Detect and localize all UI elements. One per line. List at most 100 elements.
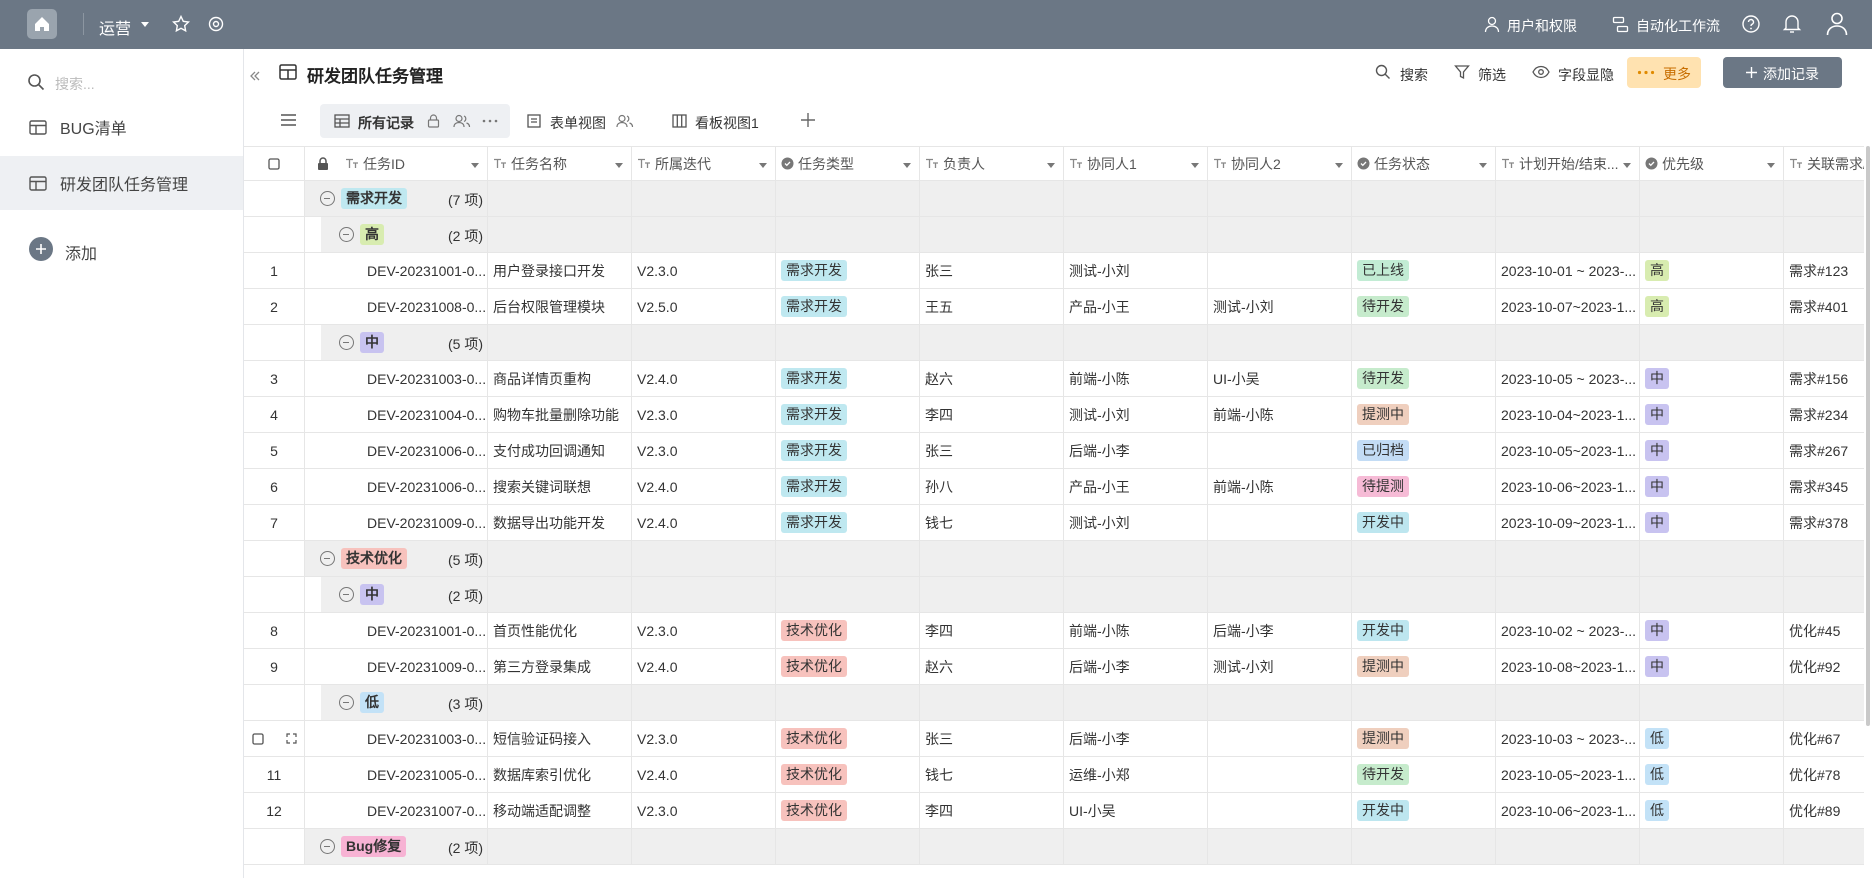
row-number-cell: 9 <box>244 649 305 684</box>
header-cell[interactable]: 优先级 <box>1640 147 1784 180</box>
star-icon[interactable] <box>172 15 190 33</box>
row-number-cell: 12 <box>244 793 305 828</box>
column-menu[interactable] <box>903 163 911 168</box>
home-button[interactable] <box>27 9 57 39</box>
group-label: 低 <box>360 692 384 713</box>
cell <box>1064 577 1208 612</box>
help-icon[interactable] <box>1741 14 1761 34</box>
column-menu[interactable] <box>1479 163 1487 168</box>
header-cell[interactable]: 计划开始/结束... <box>1496 147 1640 180</box>
cell: 已上线 <box>1352 253 1496 288</box>
add-record-label[interactable]: 添加记录 <box>1763 66 1819 82</box>
header-cell[interactable]: 协同人2 <box>1208 147 1352 180</box>
view-tab[interactable]: 所有记录 <box>320 104 510 138</box>
record-row[interactable]: 11 DEV-20231005-0... 数据库索引优化 V2.4.0 技术优化 钱七 运维… <box>244 757 1864 793</box>
collapse-toggle[interactable] <box>339 227 354 242</box>
column-menu[interactable] <box>615 163 623 168</box>
group-row: 技术优化 (5 项) <box>244 541 1864 577</box>
more-button[interactable]: 更多 <box>1627 57 1701 88</box>
cell-text: 产品-小王 <box>1069 298 1130 315</box>
collapse-toggle[interactable] <box>339 587 354 602</box>
settings-icon[interactable] <box>207 15 225 33</box>
cell: 搜索关键词联想 <box>488 469 632 504</box>
record-row[interactable]: 5 DEV-20231006-0... 支付成功回调通知 V2.3.0 需求开发 张三 后端… <box>244 433 1864 469</box>
user-icon[interactable] <box>1825 11 1849 36</box>
row-number-cell: 1 <box>244 253 305 288</box>
view-tab-label[interactable]: 看板视图1 <box>695 115 759 131</box>
cell: 技术优化 <box>776 793 920 828</box>
column-menu[interactable] <box>1767 163 1775 168</box>
toolbar-action[interactable]: 字段显隐 <box>1558 67 1614 83</box>
record-row[interactable]: DEV-20231003-0... 短信验证码接入 V2.3.0 技术优化 张三 后端-小… <box>244 721 1864 757</box>
header-cell[interactable]: 任务名称 <box>488 147 632 180</box>
header-cell[interactable]: 任务状态 <box>1352 147 1496 180</box>
top-link[interactable]: 自动化工作流 <box>1636 18 1720 34</box>
tag: 需求开发 <box>781 296 847 317</box>
cell <box>488 829 632 864</box>
record-row[interactable]: 4 DEV-20231004-0... 购物车批量删除功能 V2.3.0 需求开发 李四 测… <box>244 397 1864 433</box>
cell <box>1784 685 1864 720</box>
record-row[interactable]: 9 DEV-20231009-0... 第三方登录集成 V2.4.0 技术优化 赵六 后端-… <box>244 649 1864 685</box>
view-tab[interactable]: 看板视图1 <box>670 104 780 138</box>
cell: DEV-20231001-0... <box>305 253 488 288</box>
record-row[interactable]: 6 DEV-20231006-0... 搜索关键词联想 V2.4.0 需求开发 孙八 产品-… <box>244 469 1864 505</box>
add-record-button[interactable]: 添加记录 <box>1723 57 1842 88</box>
view-tab-label[interactable]: 表单视图 <box>550 115 606 131</box>
sidebar-item-label[interactable]: 研发团队任务管理 <box>60 177 189 194</box>
add-view-button[interactable] <box>800 112 816 128</box>
column-menu[interactable] <box>1335 163 1343 168</box>
header-cell[interactable]: 任务ID <box>305 147 488 180</box>
header-cell[interactable]: 所属迭代 <box>632 147 776 180</box>
group-cell: Bug修复 (2 项) <box>305 829 488 864</box>
record-row[interactable]: 2 DEV-20231008-0... 后台权限管理模块 V2.5.0 需求开发 王五 产品… <box>244 289 1864 325</box>
add-label[interactable]: 添加 <box>65 246 98 263</box>
cell: 2023-10-09~2023-1... <box>1496 505 1640 540</box>
workspace-name[interactable]: 运营 <box>99 21 132 38</box>
record-row[interactable]: 12 DEV-20231007-0... 移动端适配调整 V2.3.0 技术优化 李四 UI… <box>244 793 1864 829</box>
more-label[interactable]: 更多 <box>1663 66 1691 82</box>
cell-text: 李四 <box>925 622 953 639</box>
record-row[interactable]: 3 DEV-20231003-0... 商品详情页重构 V2.4.0 需求开发 赵六 前端-… <box>244 361 1864 397</box>
view-tab[interactable]: 表单视图 <box>525 104 645 138</box>
toolbar-action[interactable]: 筛选 <box>1478 67 1506 83</box>
menu-icon[interactable] <box>280 113 297 127</box>
sidebar-item-label[interactable]: BUG清单 <box>60 121 127 138</box>
top-link[interactable]: 用户和权限 <box>1507 18 1577 34</box>
collapse-toggle[interactable] <box>320 191 335 206</box>
sidebar-item[interactable]: 研发团队任务管理 <box>0 156 243 210</box>
sidebar-item[interactable]: BUG清单 <box>0 100 243 154</box>
header-cell[interactable]: 任务类型 <box>776 147 920 180</box>
column-menu[interactable] <box>1623 163 1631 168</box>
cell: 前端-小陈 <box>1064 613 1208 648</box>
view-tab-label[interactable]: 所有记录 <box>358 115 414 131</box>
cell: 高 <box>1640 289 1784 324</box>
cell: 李四 <box>920 793 1064 828</box>
collapse-toggle[interactable] <box>320 839 335 854</box>
collapse-toggle[interactable] <box>320 551 335 566</box>
cell <box>1352 577 1496 612</box>
header-cell[interactable]: 协同人1 <box>1064 147 1208 180</box>
collapse-button[interactable] <box>248 69 262 83</box>
header-cell[interactable]: 关联需求/ <box>1784 147 1864 180</box>
toolbar-action[interactable]: 搜索 <box>1400 67 1428 83</box>
record-row[interactable]: 1 DEV-20231001-0... 用户登录接口开发 V2.3.0 需求开发 张三 测试… <box>244 253 1864 289</box>
column-menu[interactable] <box>1047 163 1055 168</box>
column-menu[interactable] <box>1191 163 1199 168</box>
collapse-toggle[interactable] <box>339 695 354 710</box>
bell-icon[interactable] <box>1782 13 1802 34</box>
header-cell[interactable] <box>244 147 305 180</box>
collapse-toggle[interactable] <box>339 335 354 350</box>
search-input[interactable]: 搜索... <box>55 76 95 92</box>
column-menu[interactable] <box>759 163 767 168</box>
header-cell[interactable]: 负责人 <box>920 147 1064 180</box>
subgroup-row: 中 (5 项) <box>244 325 1864 361</box>
column-title: 任务名称 <box>511 155 567 172</box>
record-row[interactable]: 8 DEV-20231001-0... 首页性能优化 V2.3.0 技术优化 李四 前端-小… <box>244 613 1864 649</box>
more-icon[interactable] <box>482 119 498 123</box>
column-menu[interactable] <box>471 163 479 168</box>
add-button[interactable] <box>29 237 53 261</box>
cell: 待开发 <box>1352 757 1496 792</box>
record-row[interactable]: 7 DEV-20231009-0... 数据导出功能开发 V2.4.0 需求开发 钱七 测试… <box>244 505 1864 541</box>
cell: 2023-10-03 ~ 2023-... <box>1496 721 1640 756</box>
